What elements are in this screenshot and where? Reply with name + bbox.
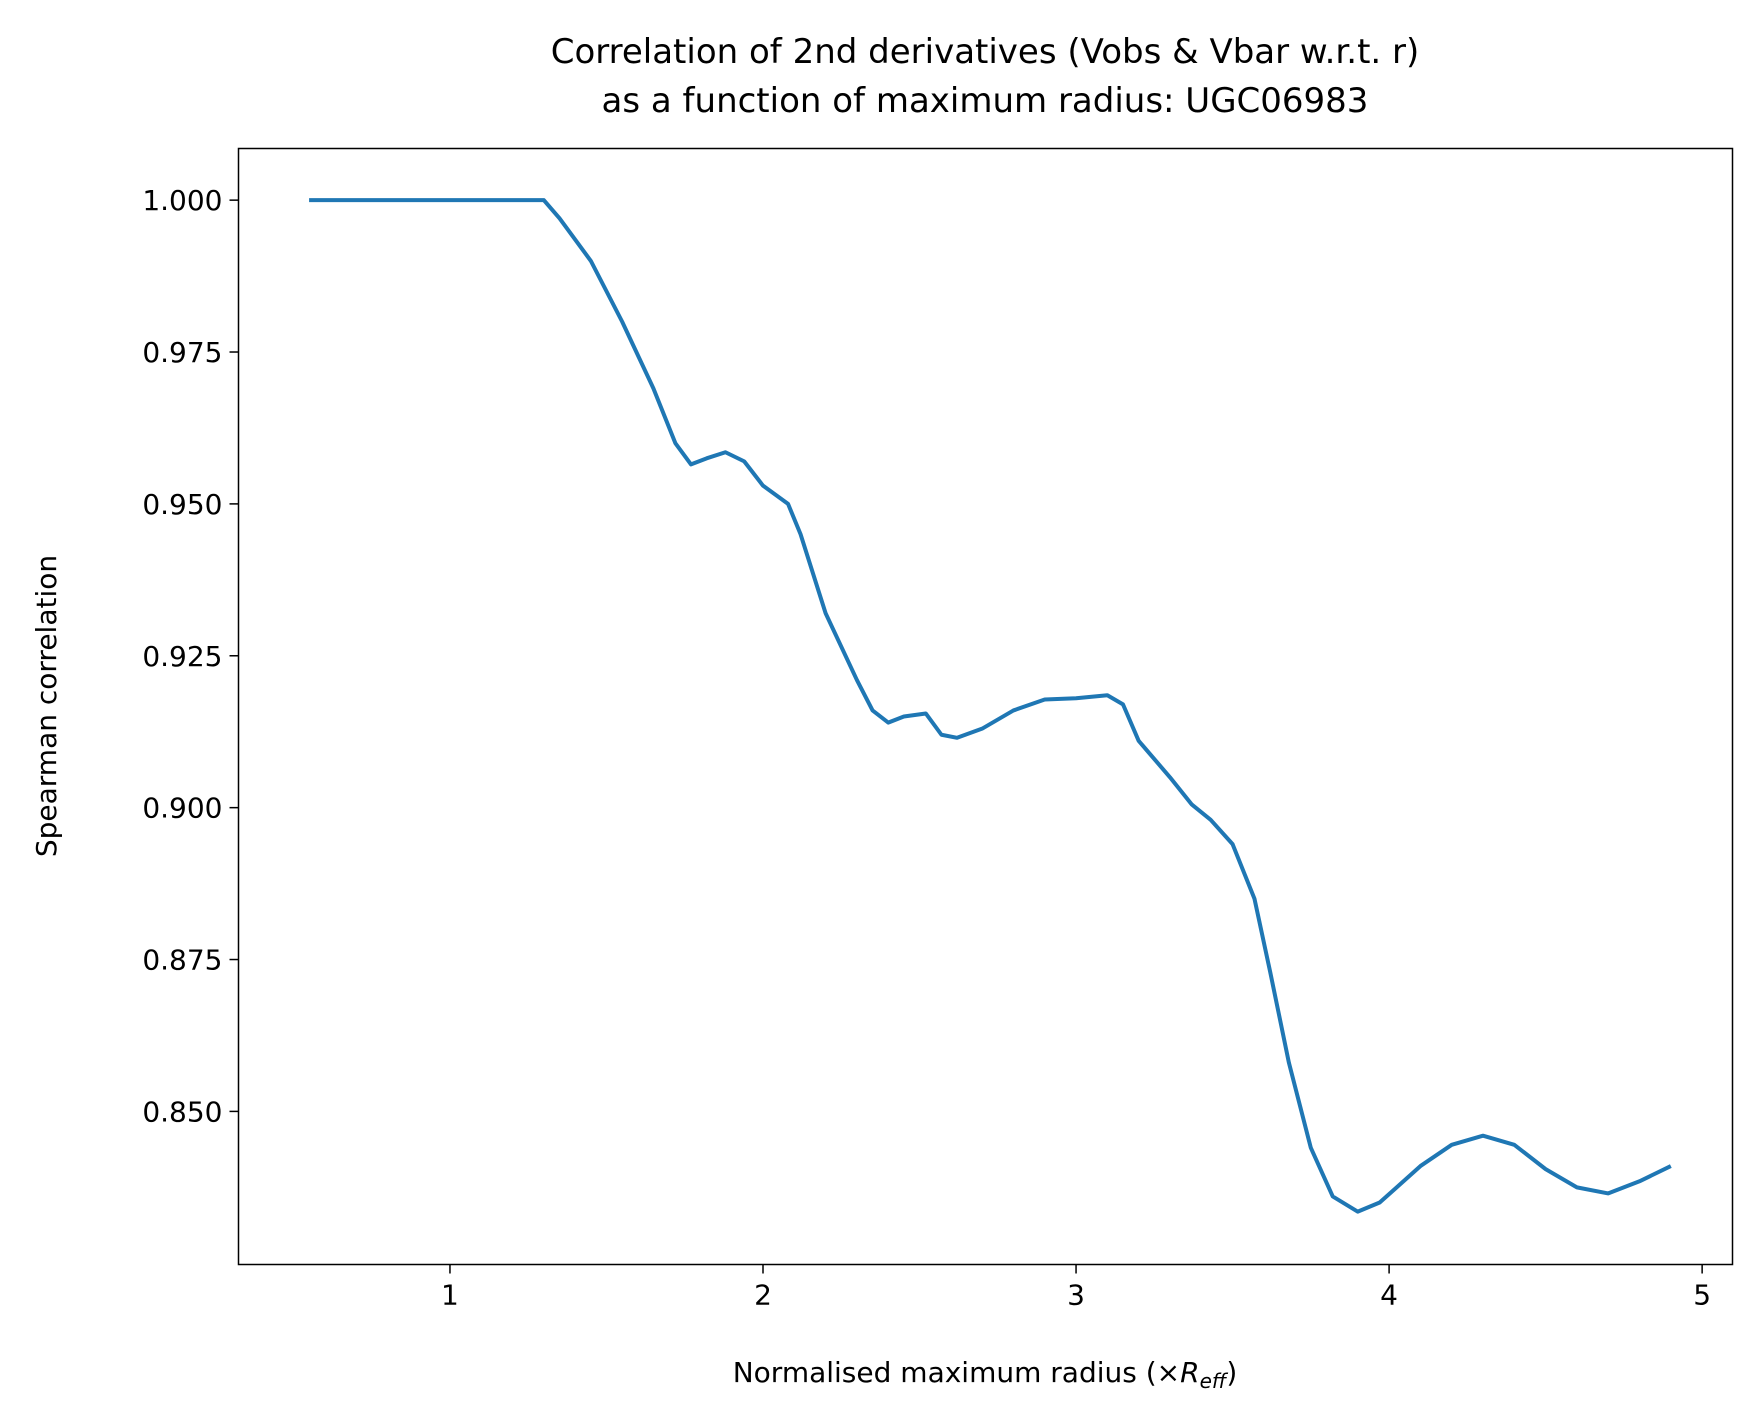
x-tick-label: 5	[1693, 1279, 1711, 1312]
data-line	[309, 198, 1672, 1214]
plot-frame	[237, 147, 1734, 1266]
x-tick-label: 4	[1380, 1279, 1398, 1312]
y-tick-label: 0.900	[142, 792, 222, 825]
x-tick-label: 2	[754, 1279, 772, 1312]
chart-title: Correlation of 2nd derivatives (Vobs & V…	[551, 32, 1420, 72]
y-tick-label: 0.925	[142, 640, 222, 673]
y-tick-label: 0.850	[142, 1095, 222, 1128]
y-tick-label: 0.975	[142, 336, 222, 369]
x-axis-label-text: )	[1226, 1356, 1237, 1389]
x-tick-label: 1	[441, 1279, 459, 1312]
x-axis-label: Normalised maximum radius (×Reff)	[733, 1356, 1238, 1393]
y-axis-label: Spearman correlation	[30, 555, 63, 857]
y-tick-label: 1.000	[142, 184, 222, 217]
chart-title: as a function of maximum radius: UGC0698…	[602, 81, 1369, 121]
x-axis-label-symbol: R	[1180, 1356, 1199, 1389]
y-tick-label: 0.875	[142, 944, 222, 977]
x-axis-label-text: Normalised maximum radius (×	[733, 1356, 1180, 1389]
x-tick-label: 3	[1067, 1279, 1085, 1312]
x-axis-label-subscript: eff	[1200, 1369, 1229, 1393]
y-tick-label: 0.950	[142, 488, 222, 521]
